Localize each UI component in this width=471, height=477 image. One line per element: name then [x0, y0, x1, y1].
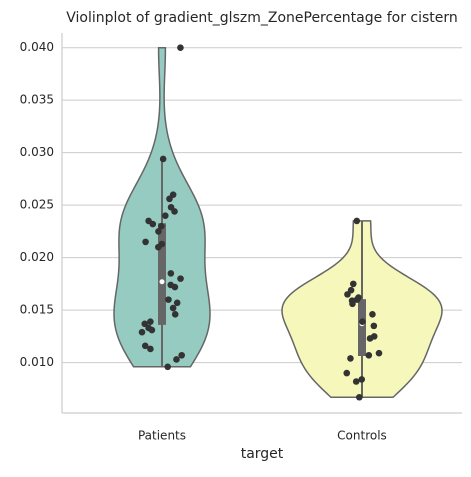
point	[165, 296, 172, 303]
chart-title: Violinplot of gradient_glszm_ZonePercent…	[66, 10, 458, 26]
point	[169, 304, 177, 312]
point	[162, 212, 169, 219]
x-tick-label: Patients	[138, 429, 186, 443]
point	[177, 275, 184, 282]
point	[149, 220, 157, 228]
point	[141, 342, 149, 350]
point	[177, 44, 184, 51]
point	[352, 378, 360, 385]
point	[155, 228, 162, 235]
point	[359, 318, 366, 325]
y-tick-label: 0.020	[20, 250, 54, 264]
point	[138, 328, 146, 336]
point	[173, 356, 180, 363]
x-tick-label: Controls	[337, 429, 387, 443]
point	[178, 351, 186, 359]
point	[155, 243, 162, 251]
point	[159, 155, 167, 163]
point	[347, 355, 354, 362]
median	[159, 279, 165, 285]
point	[366, 335, 374, 342]
point	[142, 238, 149, 246]
point	[349, 280, 357, 288]
y-tick-label: 0.010	[20, 355, 54, 369]
point	[343, 369, 351, 377]
point	[141, 320, 149, 328]
point	[171, 283, 179, 291]
x-axis-label: target	[241, 446, 284, 462]
point	[356, 393, 363, 401]
point	[167, 270, 175, 277]
point	[147, 318, 154, 325]
point	[349, 300, 356, 308]
y-tick-label: 0.035	[20, 93, 54, 107]
point	[344, 291, 351, 298]
point	[353, 296, 361, 303]
y-tick-label: 0.040	[20, 40, 54, 54]
point	[164, 363, 172, 371]
point	[173, 299, 181, 307]
point	[375, 349, 383, 357]
point	[166, 195, 173, 203]
point	[147, 345, 154, 353]
point	[148, 326, 156, 334]
y-tick-label: 0.025	[20, 198, 54, 212]
point	[158, 222, 165, 230]
point	[358, 376, 366, 383]
point	[369, 311, 376, 318]
point	[171, 208, 178, 215]
point	[370, 322, 378, 330]
point	[365, 351, 373, 359]
point	[171, 311, 179, 318]
point	[353, 217, 361, 225]
y-tick-label: 0.030	[20, 145, 54, 159]
y-tick-label: 0.015	[20, 303, 54, 317]
